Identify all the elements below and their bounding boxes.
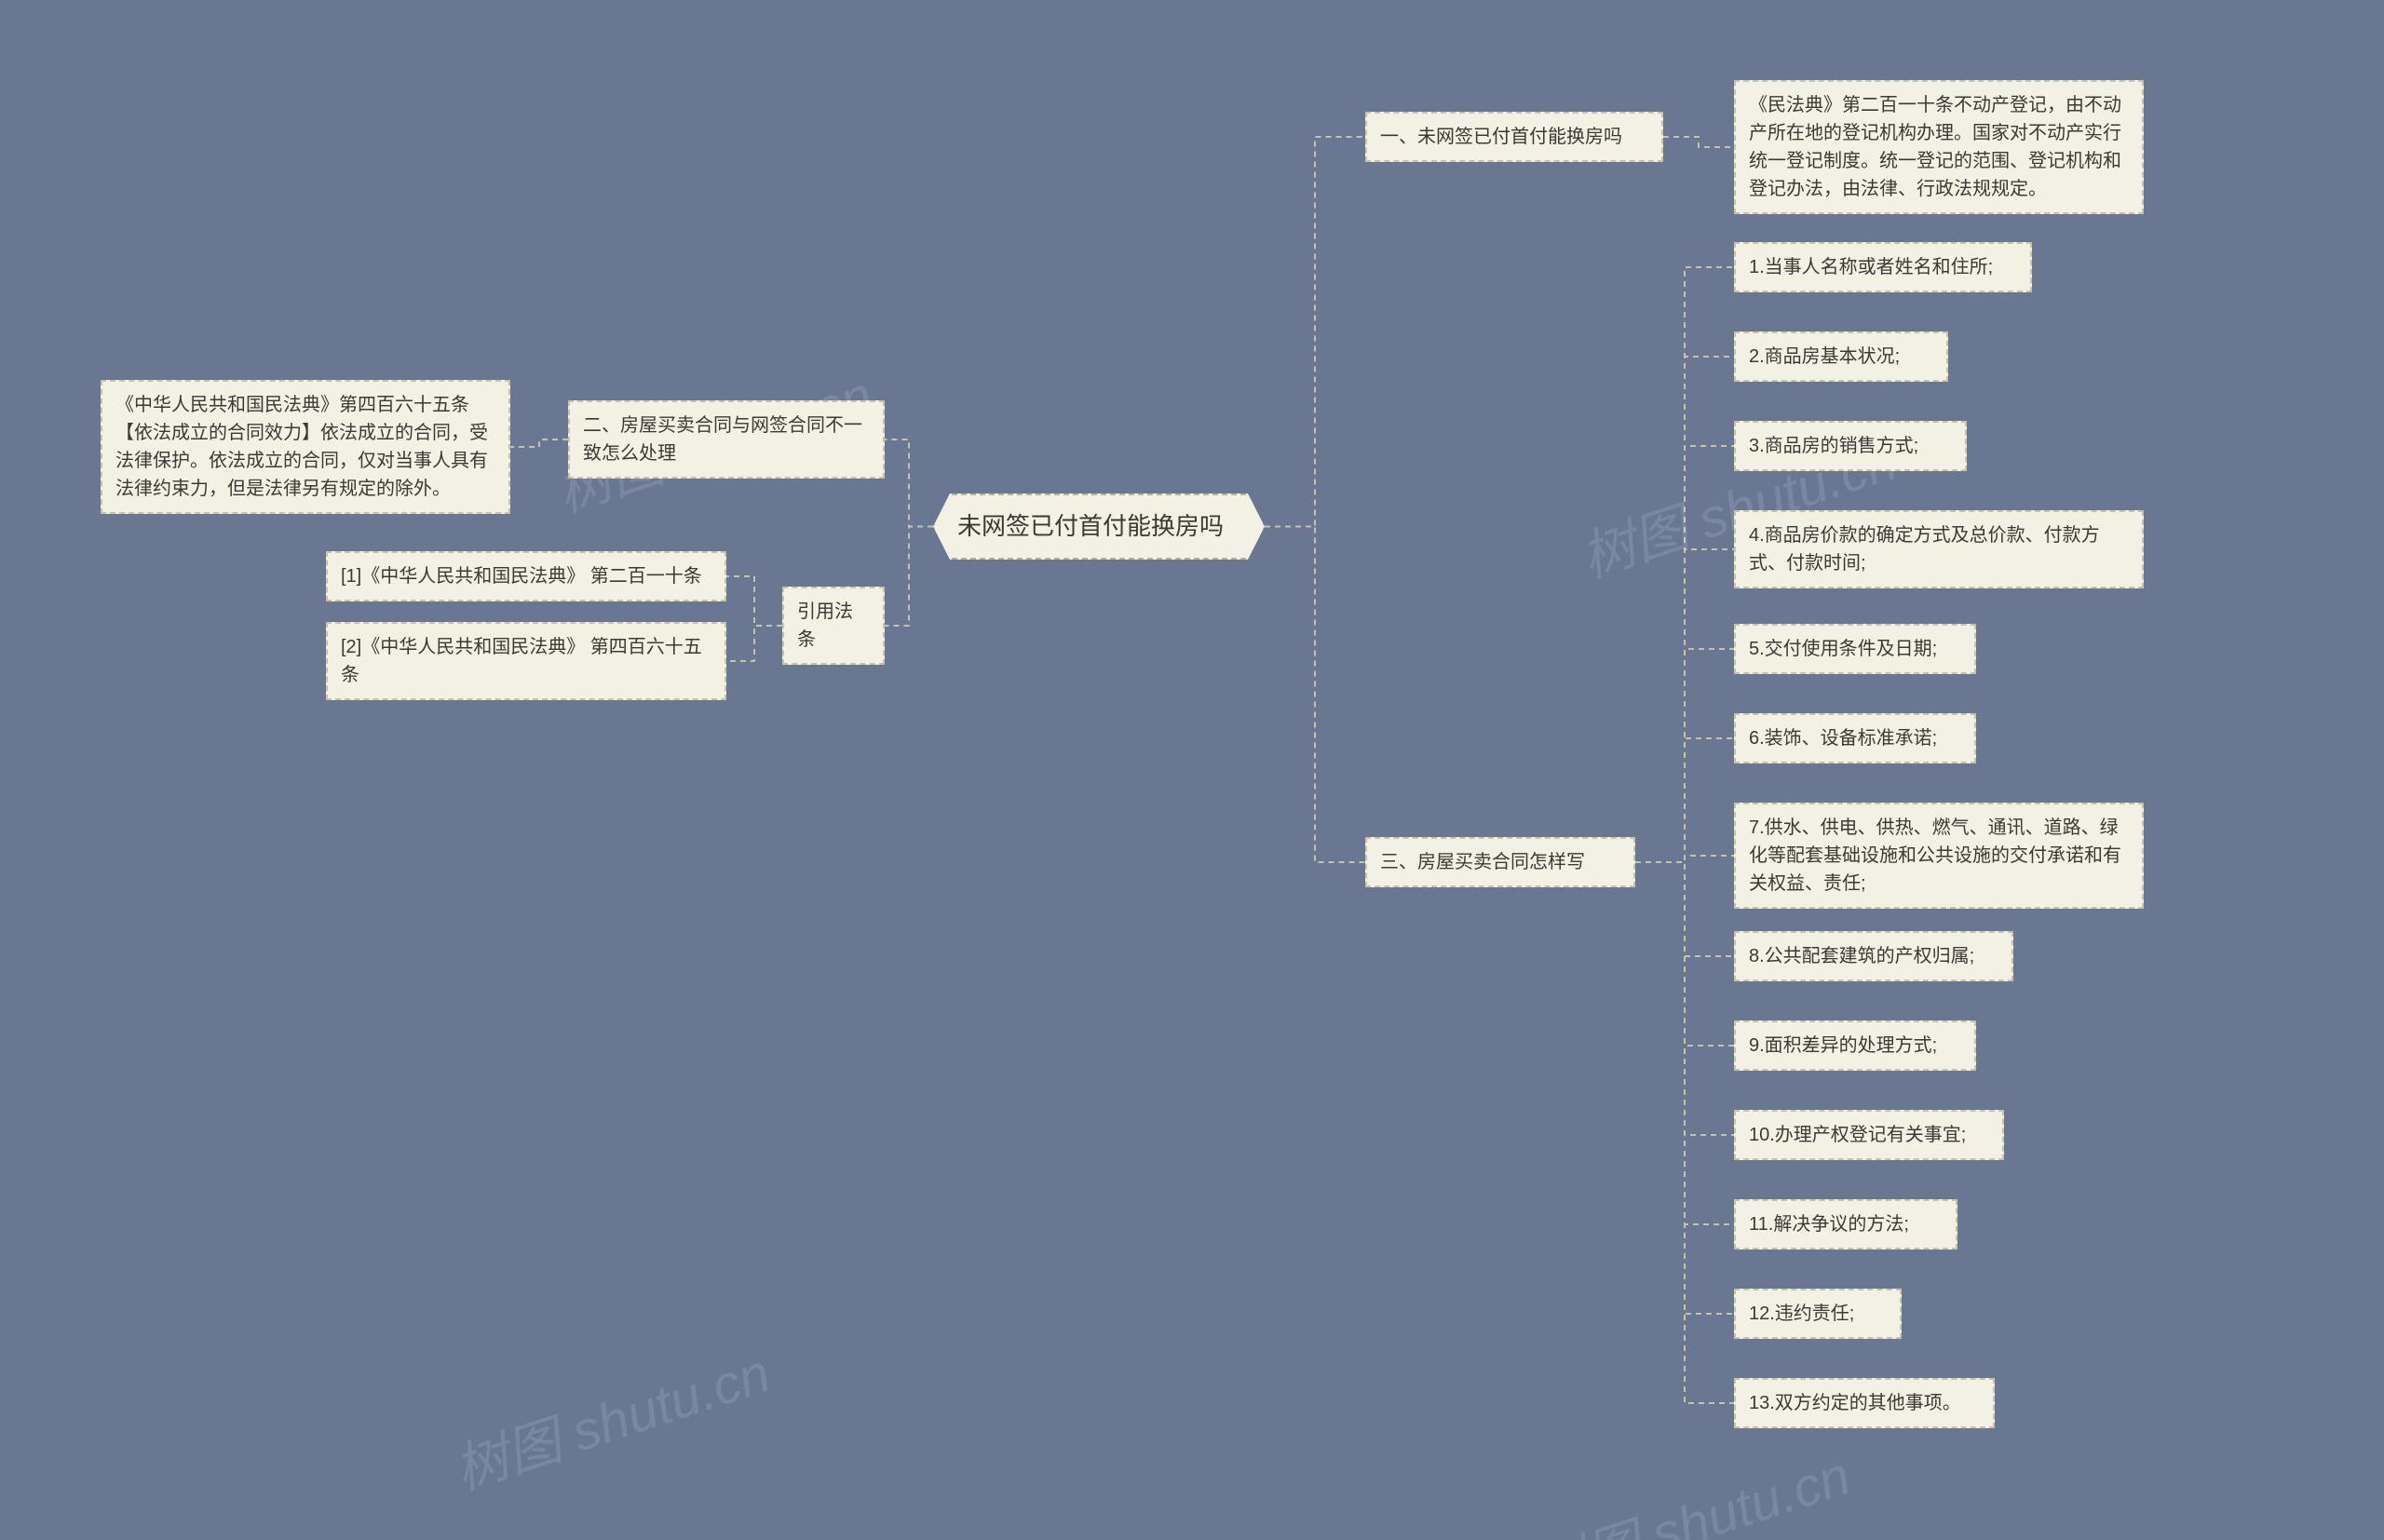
leaf-right-1-4: 5.交付使用条件及日期; — [1734, 624, 1976, 674]
root-label: 未网签已付首付能换房吗 — [957, 512, 1224, 540]
leaf-right-1-12: 13.双方约定的其他事项。 — [1734, 1378, 1995, 1428]
leaf-left-1-0: [1]《中华人民共和国民法典》 第二百一十条 — [326, 551, 726, 601]
leaf-right-1-5: 6.装饰、设备标准承诺; — [1734, 713, 1976, 763]
leaf-right-1-3: 4.商品房价款的确定方式及总价款、付款方式、付款时间; — [1734, 510, 2144, 588]
leaf-right-1-9: 10.办理产权登记有关事宜; — [1734, 1110, 2004, 1160]
branch-left-1: 引用法条 — [782, 587, 885, 665]
leaf-right-1-11: 12.违约责任; — [1734, 1289, 1902, 1339]
branch-right-0: 一、未网签已付首付能换房吗 — [1365, 112, 1663, 162]
leaf-right-1-0: 1.当事人名称或者姓名和住所; — [1734, 242, 2032, 292]
leaf-right-1-10: 11.解决争议的方法; — [1734, 1199, 1957, 1250]
root-node: 未网签已付首付能换房吗 — [933, 493, 1265, 560]
leaf-right-1-1: 2.商品房基本状况; — [1734, 331, 1948, 382]
leaf-right-0-0: 《民法典》第二百一十条不动产登记，由不动产所在地的登记机构办理。国家对不动产实行… — [1734, 80, 2144, 214]
watermark-3: 树图 shutu.cn — [1524, 1432, 1859, 1540]
leaf-left-0-0: 《中华人民共和国民法典》第四百六十五条【依法成立的合同效力】依法成立的合同，受法… — [101, 380, 510, 514]
leaf-right-1-7: 8.公共配套建筑的产权归属; — [1734, 931, 2013, 981]
watermark-2: 树图 shutu.cn — [443, 1330, 779, 1505]
branch-right-1: 三、房屋买卖合同怎样写 — [1365, 837, 1635, 887]
leaf-right-1-6: 7.供水、供电、供热、燃气、通讯、道路、绿化等配套基础设施和公共设施的交付承诺和… — [1734, 803, 2144, 909]
branch-left-0: 二、房屋买卖合同与网签合同不一致怎么处理 — [568, 400, 885, 479]
leaf-left-1-1: [2]《中华人民共和国民法典》 第四百六十五条 — [326, 622, 726, 700]
leaf-right-1-8: 9.面积差异的处理方式; — [1734, 1020, 1976, 1071]
connector-layer — [0, 0, 2384, 1540]
leaf-right-1-2: 3.商品房的销售方式; — [1734, 421, 1967, 471]
